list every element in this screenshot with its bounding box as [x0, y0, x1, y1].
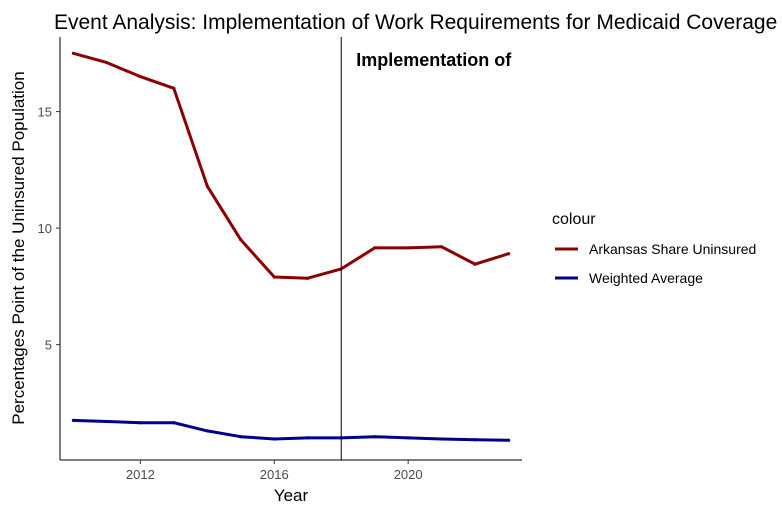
x-tick-label: 2012: [126, 467, 155, 482]
data-point: [473, 438, 477, 442]
plot-area: Implementation of: [71, 37, 512, 460]
data-point: [272, 437, 276, 441]
data-point: [205, 184, 209, 188]
data-point: [138, 75, 142, 79]
data-point: [373, 435, 377, 439]
y-axis-title: Percentages Point of the Uninsured Popul…: [9, 71, 28, 424]
y-tick-label: 5: [45, 338, 52, 353]
y-tick-label: 15: [38, 105, 52, 120]
series-line-1: [73, 418, 509, 442]
data-point: [507, 438, 511, 442]
x-tick-label: 2016: [260, 467, 289, 482]
data-point: [172, 86, 176, 90]
chart-title: Event Analysis: Implementation of Work R…: [54, 11, 777, 34]
data-point: [406, 436, 410, 440]
data-point: [406, 246, 410, 250]
data-point: [239, 238, 243, 242]
legend: colour Arkansas Share Uninsured Weighted …: [552, 211, 756, 286]
data-point: [272, 275, 276, 279]
legend-title: colour: [552, 211, 596, 228]
data-point: [373, 246, 377, 250]
x-axis-title: Year: [274, 486, 309, 505]
data-point: [473, 262, 477, 266]
event-annotation: Implementation of: [356, 50, 512, 70]
data-point: [71, 51, 75, 55]
x-tick-label: 2020: [394, 467, 423, 482]
data-point: [507, 252, 511, 256]
data-point: [440, 245, 444, 249]
series-line-0: [72, 51, 510, 280]
data-point: [138, 421, 142, 425]
data-point: [71, 418, 75, 422]
y-axis-ticks: 5 10 15: [38, 105, 60, 353]
data-point: [172, 421, 176, 425]
data-point: [440, 437, 444, 441]
x-axis-ticks: 2012 2016 2020: [126, 460, 423, 482]
data-point: [205, 429, 209, 433]
y-tick-label: 10: [38, 221, 52, 236]
data-point: [105, 419, 109, 424]
data-point: [239, 435, 243, 439]
data-point: [105, 61, 109, 65]
legend-label: Weighted Average: [589, 270, 703, 286]
legend-label: Arkansas Share Uninsured: [589, 241, 756, 257]
data-point: [306, 276, 310, 280]
data-point: [306, 436, 310, 440]
